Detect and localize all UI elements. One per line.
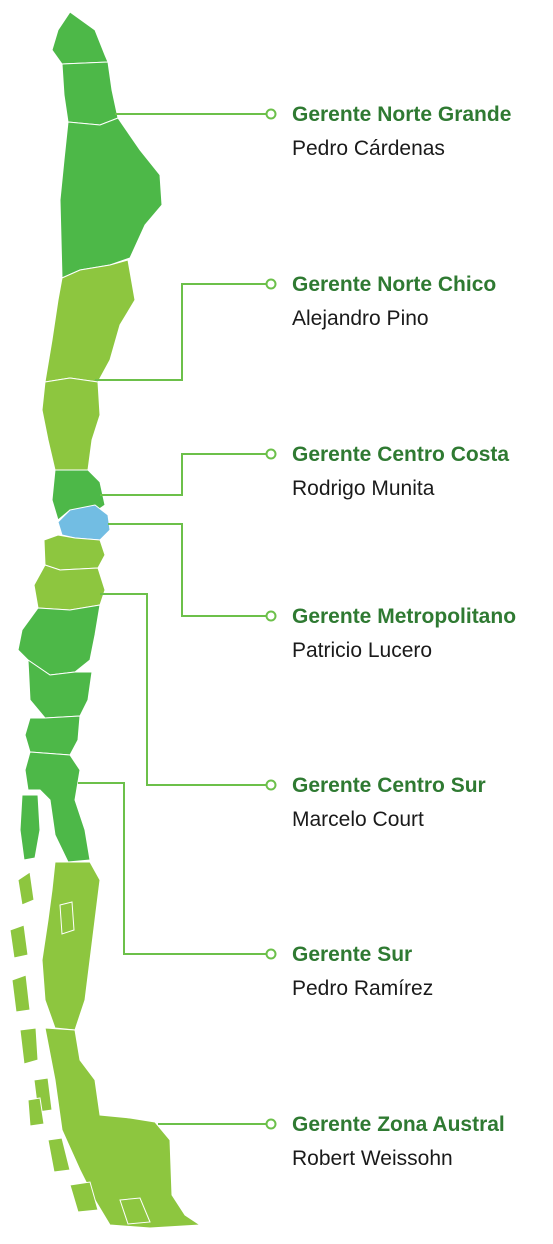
connector [108,523,271,617]
connector [100,593,271,786]
manager-title: Gerente Metropolitano [292,605,516,628]
manager-name: Pedro Ramírez [292,977,433,1000]
region-ohiggins [43,534,106,571]
manager-name: Robert Weissohn [292,1147,453,1170]
region-araucania [27,659,93,719]
connector-dot [265,448,277,460]
region-tarapaca [61,61,119,126]
region-coquimbo [41,377,101,473]
manager-name: Patricio Lucero [292,639,432,662]
connector-dot [265,108,277,120]
manager-labels: Gerente Norte Grande Pedro Cárdenas Gerent… [265,103,516,1170]
region-losrios [24,715,81,756]
connector-dot [265,779,277,791]
manager-title: Gerente Centro Costa [292,443,509,466]
region-atacama [44,259,136,383]
manager-title: Gerente Norte Grande [292,103,511,126]
manager-title: Gerente Sur [292,943,412,966]
manager-name: Rodrigo Munita [292,477,435,500]
manager-name: Marcelo Court [292,808,424,831]
region-maule [33,564,106,611]
connector [100,453,271,496]
connector [78,782,271,955]
region-aysen [41,861,101,1031]
chile-map [9,11,202,1229]
manager-name: Alejandro Pino [292,307,429,330]
manager-name: Pedro Cárdenas [292,137,445,160]
region-arica [51,11,109,65]
connector-dot [265,948,277,960]
manager-title: Gerente Zona Austral [292,1113,505,1136]
connector-dot [265,278,277,290]
manager-title: Gerente Norte Chico [292,273,496,296]
islands [9,871,151,1225]
region-antofagasta [59,117,163,279]
connectors [78,113,271,1125]
region-magallanes [44,1027,202,1229]
island-chiloe [19,794,41,861]
connector-dot [265,1118,277,1130]
manager-title: Gerente Centro Sur [292,774,486,797]
connector-dot [265,610,277,622]
connector [95,283,271,381]
